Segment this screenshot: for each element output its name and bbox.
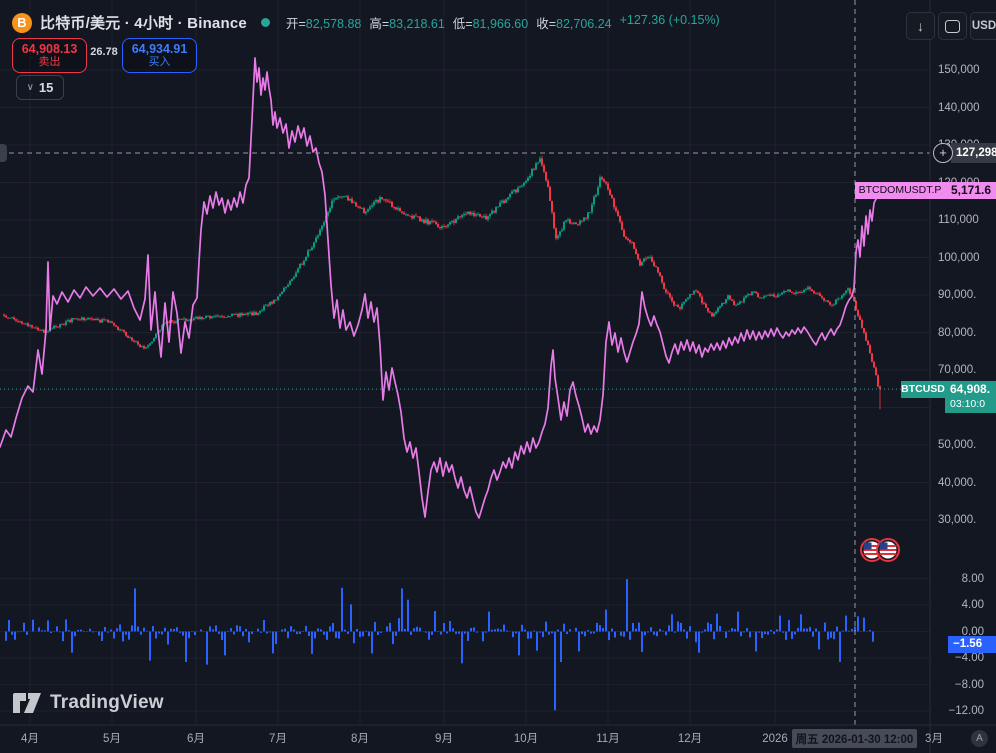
currency-toggle-button[interactable]: USD bbox=[970, 12, 996, 40]
price-tick-label: 140,000 bbox=[938, 102, 980, 114]
histogram-tick-label: −4.00 bbox=[954, 652, 984, 664]
ohlc-change-pct: (+0.15%) bbox=[668, 13, 720, 27]
currency-label: USD bbox=[971, 20, 996, 32]
buy-label: 买入 bbox=[148, 56, 171, 69]
sell-button[interactable]: 64,908.13 卖出 bbox=[12, 38, 87, 73]
crosshair-date-label: 周五 2026-01-30 12:00 bbox=[792, 729, 917, 748]
btcusd-series-tag[interactable]: BTCUSD bbox=[901, 381, 945, 398]
bitcoin-icon: B bbox=[12, 12, 32, 33]
tradingview-mark-icon bbox=[13, 693, 41, 713]
add-alert-plus-icon[interactable]: + bbox=[933, 143, 953, 163]
time-tick-label: 5月 bbox=[103, 733, 121, 745]
histogram-tick-label: 4.00 bbox=[961, 599, 984, 611]
timeframe-selector[interactable]: ∨ 15 bbox=[16, 75, 64, 100]
ohlc-readout: 开=82,578.88 高=83,218.61 低=81,966.60 收=82… bbox=[285, 13, 720, 31]
time-tick-label: 12月 bbox=[677, 733, 703, 745]
scale-down-button[interactable]: ↓ bbox=[906, 12, 935, 40]
fit-frame-button[interactable] bbox=[938, 12, 967, 40]
time-tick-label: 9月 bbox=[435, 733, 453, 745]
price-tick-label: 50,000. bbox=[938, 439, 977, 451]
histogram-tick-label: 8.00 bbox=[961, 573, 984, 585]
time-tick-label: 11月 bbox=[596, 733, 620, 745]
tradingview-logo-text: TradingView bbox=[50, 692, 164, 713]
price-tick-label: 90,000. bbox=[938, 289, 977, 301]
frame-icon bbox=[945, 19, 960, 33]
btcdom-series-tag[interactable]: BTCDOMUSDT.P bbox=[855, 182, 945, 199]
ohlc-change: +127.36 bbox=[619, 13, 666, 27]
ohlc-close: 82,706.24 bbox=[556, 17, 612, 31]
us-flag-icon bbox=[876, 538, 900, 562]
btcdom-price-label: 5,171.6 bbox=[945, 182, 996, 199]
price-tick-label: 30,000. bbox=[938, 514, 977, 526]
crosshair-price-label: 127,298 bbox=[951, 143, 996, 163]
symbol-title[interactable]: 比特币/美元 · 4小时 · Binance bbox=[40, 15, 247, 32]
chevron-down-icon: ∨ bbox=[26, 82, 34, 93]
price-tick-label: 100,000 bbox=[938, 252, 980, 264]
time-tick-label: 4月 bbox=[21, 733, 39, 745]
btcusd-last-price: 64,908. bbox=[950, 382, 991, 396]
price-tick-label: 150,000 bbox=[938, 64, 980, 76]
timezone-badge[interactable]: A bbox=[971, 730, 988, 747]
timeframe-value: 15 bbox=[38, 80, 54, 95]
price-tick-label: 110,000 bbox=[938, 214, 979, 226]
tradingview-logo[interactable]: TradingView bbox=[13, 692, 164, 714]
histogram-last-value-label: −1.56 bbox=[948, 636, 996, 653]
time-tick-label: 8月 bbox=[351, 733, 369, 745]
histogram-tick-label: −8.00 bbox=[954, 679, 984, 691]
histogram-tick-label: −12.00 bbox=[948, 705, 985, 717]
histogram-tick-label: 0.00 bbox=[961, 626, 984, 638]
btcusd-countdown: 03:10:0 bbox=[950, 398, 986, 410]
time-tick-label: 2026 bbox=[762, 733, 788, 745]
price-tick-label: 40,000. bbox=[938, 477, 977, 489]
ohlc-open: 82,578.88 bbox=[305, 17, 362, 31]
ohlc-high: 83,218.61 bbox=[389, 17, 445, 31]
time-tick-label: 10月 bbox=[513, 733, 539, 745]
ohlc-low: 81,966.60 bbox=[472, 17, 529, 31]
sell-price: 64,908.13 bbox=[21, 41, 78, 56]
event-flag-icons[interactable] bbox=[858, 537, 902, 563]
spread-value: 26.78 bbox=[90, 46, 118, 58]
sell-label: 卖出 bbox=[38, 56, 61, 69]
price-tick-label: 80,000. bbox=[938, 327, 977, 339]
buy-button[interactable]: 64,934.91 买入 bbox=[122, 38, 197, 73]
time-tick-label: 7月 bbox=[269, 733, 287, 745]
time-tick-label: 3月 bbox=[925, 733, 943, 745]
price-tick-label: 70,000. bbox=[938, 364, 977, 376]
buy-price: 64,934.91 bbox=[131, 41, 188, 56]
arrow-down-icon: ↓ bbox=[917, 18, 924, 34]
time-tick-label: 6月 bbox=[187, 733, 205, 745]
btcusd-price-label: 64,908. 03:10:0 bbox=[945, 381, 996, 413]
price-line-handle[interactable] bbox=[0, 144, 7, 162]
market-status-dot[interactable] bbox=[260, 18, 270, 27]
